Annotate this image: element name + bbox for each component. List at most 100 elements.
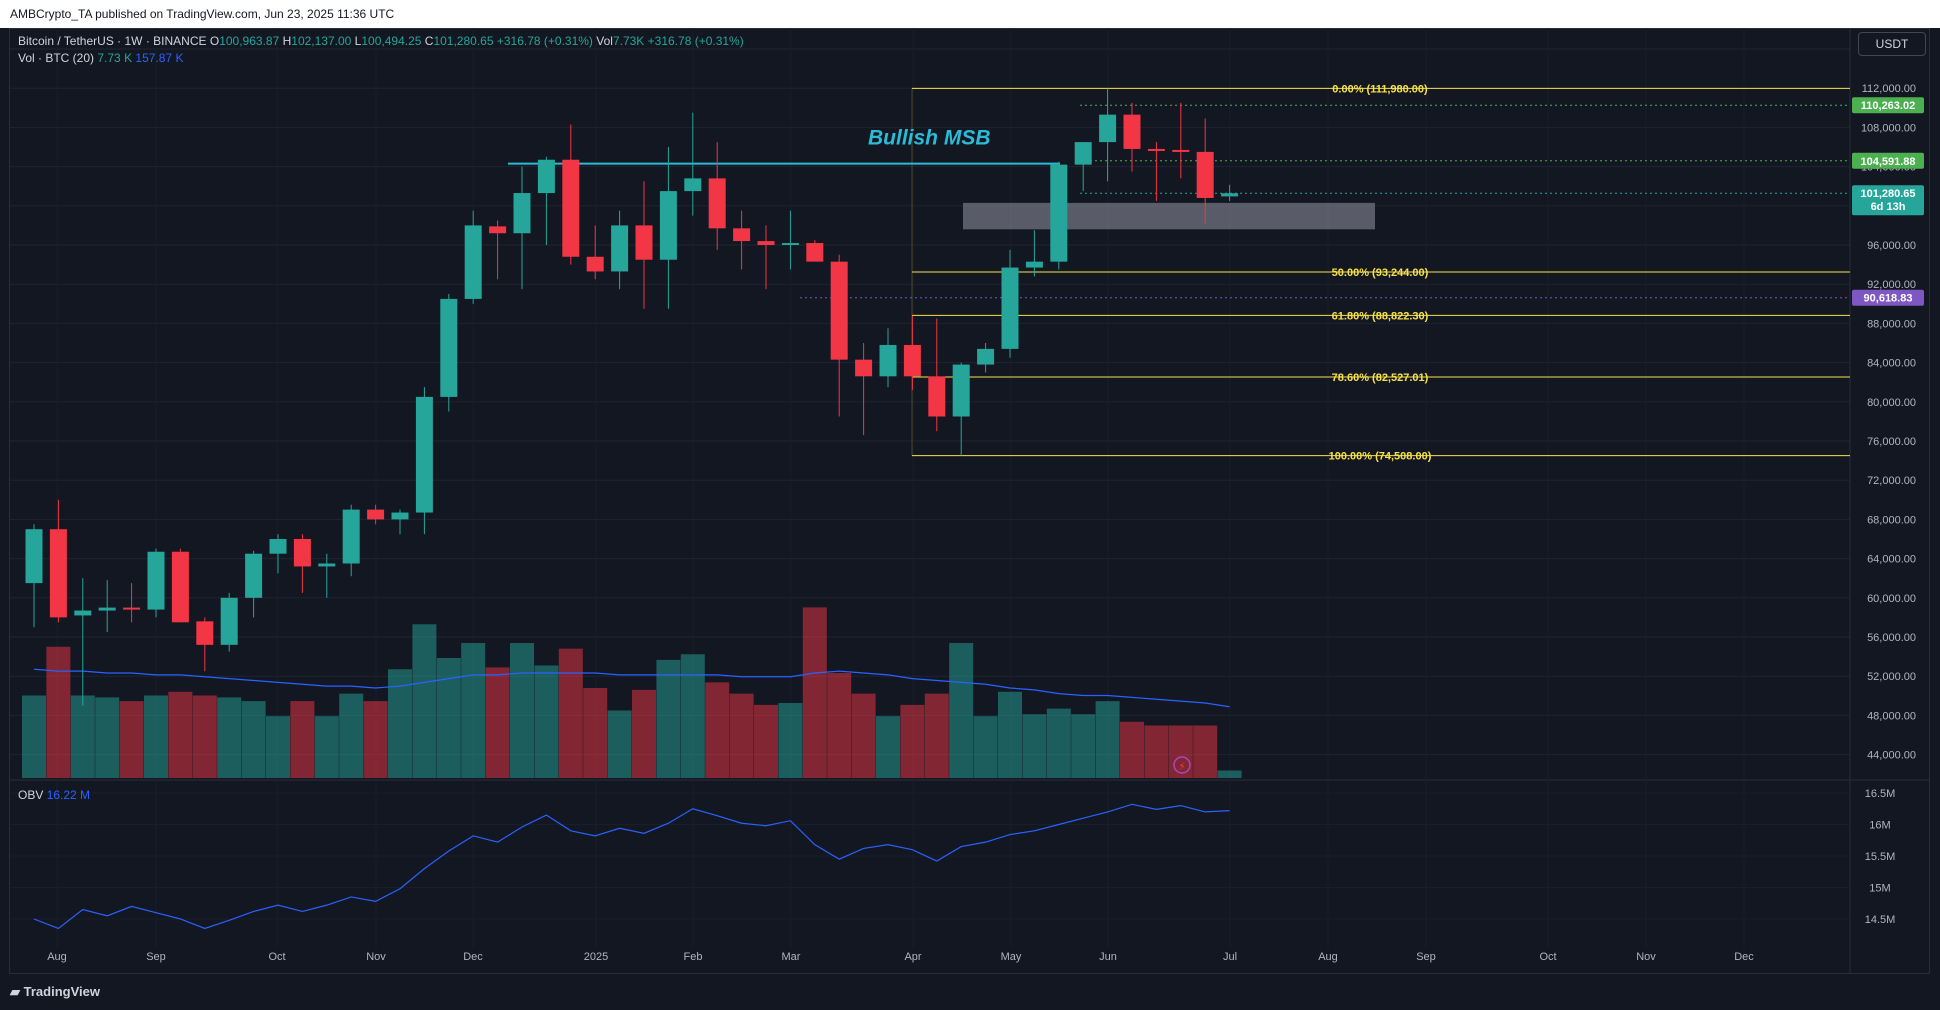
candle-body <box>1050 164 1068 262</box>
volume-bar <box>339 693 364 778</box>
low-label: L <box>354 34 362 48</box>
volume-bar <box>46 646 71 778</box>
symbol-title[interactable]: Bitcoin / TetherUS · 1W · BINANCE <box>18 34 207 48</box>
candle-body <box>245 553 263 598</box>
chart-frame[interactable] <box>9 28 1930 974</box>
candle-body <box>830 261 848 360</box>
volume-bar <box>217 697 242 778</box>
candle-body <box>1099 114 1117 143</box>
time-tick-label: Feb <box>684 951 703 963</box>
volume-title[interactable]: Vol · BTC (20) <box>18 51 95 65</box>
footer-bar <box>0 974 1940 1010</box>
candle-body <box>1172 149 1190 152</box>
volume-bar <box>558 648 583 778</box>
time-tick-label: Aug <box>1318 951 1338 963</box>
volume-bar <box>241 701 266 778</box>
price-legend: Bitcoin / TetherUS · 1W · BINANCE O100,9… <box>18 34 744 48</box>
volume-bar <box>290 701 315 778</box>
time-tick-label: Aug <box>47 951 67 963</box>
candle-body <box>489 226 507 234</box>
obv-title[interactable]: OBV <box>18 788 44 802</box>
candle-body <box>928 376 946 417</box>
candle-body <box>1001 267 1019 349</box>
volume-bar <box>388 669 412 778</box>
volume-bar <box>412 624 437 778</box>
price-tick-label: 96,000.00 <box>1867 240 1916 252</box>
price-tag <box>1852 97 1924 114</box>
publisher-line: AMBCrypto_TA published on TradingView.co… <box>10 7 395 21</box>
candle-body <box>147 551 165 610</box>
price-tag-label: 101,280.65 <box>1860 188 1915 200</box>
volume-bar <box>924 693 949 778</box>
close-value: 101,280.65 <box>433 34 494 48</box>
volume-bar <box>900 704 925 778</box>
candle-body <box>1196 151 1214 198</box>
volume-bar <box>754 704 778 778</box>
time-tick-label: Sep <box>1416 951 1436 963</box>
volume-bar <box>168 691 193 778</box>
msb-label: Bullish MSB <box>868 127 991 150</box>
volume-bar <box>1217 770 1242 778</box>
candle-body <box>879 344 897 377</box>
obv-tick-label: 16.5M <box>1865 788 1896 800</box>
candle-body <box>513 193 531 234</box>
candle-body <box>318 563 336 567</box>
vol-label: Vol <box>596 34 613 48</box>
time-tick-label: Mar <box>782 951 801 963</box>
volume-bar <box>778 703 803 778</box>
high-value: 102,137.00 <box>291 34 352 48</box>
candle-body <box>1123 114 1141 149</box>
fib-label: 61.80% (88,822.30) <box>1332 310 1429 322</box>
candle-body <box>1147 148 1165 151</box>
volume-bar <box>876 716 900 778</box>
volume-bar <box>1022 714 1047 778</box>
price-tick-label: 80,000.00 <box>1867 397 1916 409</box>
price-tag <box>1852 152 1924 169</box>
alert-icon <box>1173 756 1191 774</box>
price-tag <box>1852 289 1924 306</box>
obv-line <box>33 803 1230 930</box>
candle-body <box>903 344 921 377</box>
currency-button[interactable]: USDT <box>1858 32 1926 56</box>
close-label: C <box>424 34 434 48</box>
fib-label: 50.00% (93,244.00) <box>1332 267 1429 279</box>
price-tick-label: 60,000.00 <box>1867 593 1916 605</box>
volume-bar <box>1144 725 1169 778</box>
high-label: H <box>282 34 292 48</box>
price-tick-label: 108,000.00 <box>1861 122 1916 134</box>
price-tag-label: 104,591.88 <box>1860 156 1915 168</box>
volume-bar <box>973 716 998 778</box>
candle-body <box>635 225 653 260</box>
candle-body <box>367 509 385 520</box>
price-tick-label: 52,000.00 <box>1867 671 1916 683</box>
candle-body <box>49 529 67 618</box>
price-tick-label: 88,000.00 <box>1867 318 1916 330</box>
volume-bar <box>851 693 876 778</box>
volume-bar <box>802 607 827 778</box>
volume-bar <box>632 689 656 778</box>
volume-bar <box>729 693 754 778</box>
volume-bar <box>1046 708 1071 778</box>
volume-bar <box>705 682 730 778</box>
volume-bar <box>680 654 705 778</box>
price-tick-label: 64,000.00 <box>1867 554 1916 566</box>
fib-label: 78.60% (82,527.01) <box>1332 372 1429 384</box>
volume-bar <box>998 691 1022 778</box>
price-tick-label: 44,000.00 <box>1867 750 1916 762</box>
volume-bar <box>949 643 974 778</box>
obv-tick-label: 15M <box>1869 883 1890 895</box>
volume-bar <box>266 716 290 778</box>
price-tick-label: 76,000.00 <box>1867 436 1916 448</box>
vol-change: +316.78 (+0.31%) <box>647 34 744 48</box>
tradingview-logo[interactable]: ▰ TradingView <box>10 984 100 1000</box>
candle-body <box>25 529 43 584</box>
candle-body <box>293 539 311 567</box>
candle-body <box>733 228 751 242</box>
volume-bar <box>192 695 217 778</box>
open-value: 100,963.87 <box>219 34 280 48</box>
price-tag-countdown: 6d 13h <box>1871 201 1906 213</box>
candle-body <box>586 256 604 272</box>
time-tick-label: Dec <box>1734 951 1754 963</box>
candle-body <box>684 178 702 192</box>
